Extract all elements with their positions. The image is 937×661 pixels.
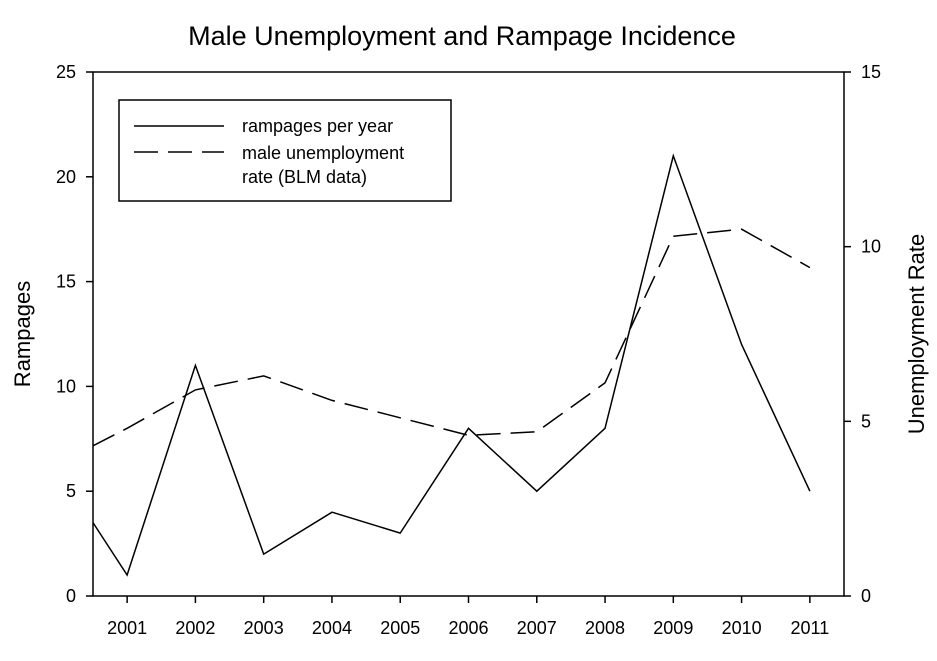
y-axis-left: 0 5 10 15 20 25 [56,62,93,606]
x-tick-label: 2007 [517,618,557,638]
y-tick-label: 25 [56,62,76,82]
x-tick-label: 2011 [791,618,830,638]
x-tick-label: 2004 [312,618,352,638]
x-axis: 2001 2002 2003 2004 2005 2006 2007 2008 2009 2010… [107,596,829,638]
y-tick-label: 20 [56,167,76,187]
x-tick-label: 2010 [722,618,762,638]
legend-entry-rampages: rampages per year [242,116,393,136]
y-tick-label: 15 [56,272,76,292]
series-line-rampages [92,153,811,577]
series-layer [92,153,811,577]
y2-axis-label: Unemployment Rate [904,234,929,435]
y2-tick-label: 5 [861,411,871,431]
x-tick-label: 2001 [107,618,147,638]
y2-tick-label: 10 [861,237,881,257]
y-tick-label: 10 [56,376,76,396]
x-tick-label: 2003 [244,618,284,638]
y2-tick-label: 0 [861,586,871,606]
chart-title: Male Unemployment and Rampage Incidence [188,21,736,51]
legend-box [118,99,452,202]
x-tick-label: 2002 [175,618,215,638]
y-tick-label: 0 [66,586,76,606]
series-line-unemployment [92,228,811,447]
x-tick-label: 2006 [448,618,488,638]
y-axis-label: Rampages [10,281,35,387]
y-tick-label: 5 [66,481,76,501]
legend: rampages per year male unemployment rate… [118,99,452,202]
legend-entry-unemployment-line2: rate (BLM data) [242,167,367,187]
legend-entry-unemployment-line1: male unemployment [242,143,404,163]
x-tick-label: 2005 [380,618,420,638]
x-tick-label: 2009 [653,618,693,638]
y2-tick-label: 15 [861,62,881,82]
y-axis-right: 0 5 10 15 [844,62,881,606]
x-tick-label: 2008 [585,618,625,638]
